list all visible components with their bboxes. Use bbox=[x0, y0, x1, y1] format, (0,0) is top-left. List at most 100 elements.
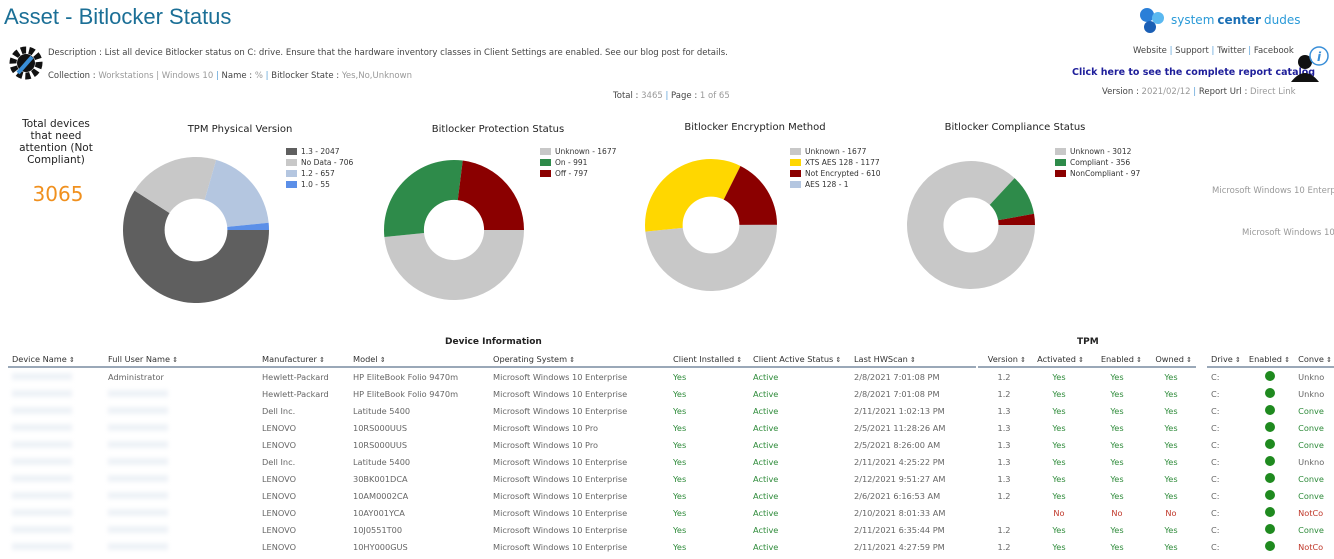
redacted-text bbox=[12, 423, 72, 431]
direct-link[interactable]: Direct Link bbox=[1250, 87, 1296, 97]
cell: C: bbox=[1211, 422, 1220, 433]
cell: Yes bbox=[1110, 439, 1124, 450]
cell: Yes bbox=[1052, 439, 1066, 450]
sort-icon[interactable]: ⇕ bbox=[170, 356, 179, 364]
logo[interactable]: system center dudes bbox=[1138, 6, 1300, 34]
twitter-link[interactable]: Twitter bbox=[1217, 46, 1246, 56]
redacted-text bbox=[108, 440, 168, 448]
column-header[interactable]: Version ⇕ bbox=[978, 352, 1030, 368]
legend-item: 1.0 - 55 bbox=[286, 179, 353, 190]
column-header[interactable]: Manufacturer ⇕ bbox=[258, 352, 349, 368]
legend-label: Unknown - 1677 bbox=[805, 147, 867, 156]
website-link[interactable]: Website bbox=[1133, 46, 1167, 56]
chart-title: Bitlocker Protection Status bbox=[431, 124, 565, 135]
cell: 10J0551T00 bbox=[353, 524, 403, 535]
cell bbox=[8, 453, 104, 470]
cell: C: bbox=[1211, 541, 1220, 552]
table-row: Hewlett-Packard HP EliteBook Folio 9470m M… bbox=[8, 385, 976, 402]
legend-label: XTS AES 128 - 1177 bbox=[805, 158, 880, 167]
redacted-text bbox=[108, 389, 168, 397]
redacted-text bbox=[12, 508, 72, 516]
sort-icon[interactable]: ⇕ bbox=[833, 356, 842, 364]
table-row: Dell Inc. Latitude 5400 Microsoft Windows … bbox=[8, 402, 976, 419]
redacted-text bbox=[12, 525, 72, 533]
sort-icon[interactable]: ⇕ bbox=[734, 356, 743, 364]
sort-icon[interactable]: ⇕ bbox=[316, 356, 325, 364]
facebook-link[interactable]: Facebook bbox=[1253, 46, 1294, 56]
cell bbox=[104, 419, 258, 436]
support-link[interactable]: Support bbox=[1175, 46, 1209, 56]
cell bbox=[8, 504, 104, 521]
sort-icon[interactable]: ⇕ bbox=[907, 356, 916, 364]
column-header[interactable]: Last HWScan ⇕ bbox=[850, 352, 976, 368]
legend-swatch bbox=[790, 170, 801, 177]
cell: 2/8/2021 7:01:08 PM bbox=[854, 371, 940, 382]
legend-label: Compliant - 356 bbox=[1070, 158, 1131, 167]
legend-label: Unknown - 3012 bbox=[1070, 147, 1132, 156]
cell bbox=[104, 521, 258, 538]
device-table: Device Name ⇕ Full User Name ⇕ Manufacture… bbox=[8, 352, 976, 555]
legend-swatch bbox=[790, 159, 801, 166]
legend-item: Compliant - 356 bbox=[1055, 157, 1140, 168]
pie-slice[interactable] bbox=[645, 225, 777, 291]
column-header[interactable]: Drive ⇕ bbox=[1207, 352, 1245, 368]
column-header[interactable]: Operating System ⇕ bbox=[489, 352, 669, 368]
cell bbox=[8, 436, 104, 453]
sort-icon[interactable]: ⇕ bbox=[1017, 356, 1026, 364]
donut-chart bbox=[645, 159, 777, 291]
column-header[interactable]: Full User Name ⇕ bbox=[104, 352, 258, 368]
drive-table: Drive ⇕ Enabled ⇕ Conve ⇕ C: Unkno C: Unkno C: C… bbox=[1207, 352, 1334, 555]
cell bbox=[1245, 453, 1294, 470]
cell: 10RS000UUS bbox=[353, 422, 408, 433]
sort-icon[interactable]: ⇕ bbox=[1282, 356, 1291, 364]
column-header[interactable]: Owned ⇕ bbox=[1146, 352, 1196, 368]
cell: Yes bbox=[673, 524, 687, 535]
legend-label: Off - 797 bbox=[555, 169, 588, 178]
cell: Microsoft Windows 10 Enterprise bbox=[493, 405, 628, 416]
cell: Yes bbox=[1164, 541, 1178, 552]
column-header[interactable]: Client Active Status ⇕ bbox=[749, 352, 850, 368]
column-header[interactable]: Device Name ⇕ bbox=[8, 352, 104, 368]
column-header[interactable]: Conve ⇕ bbox=[1294, 352, 1334, 368]
status-dot-icon bbox=[1264, 523, 1275, 534]
cell: Yes bbox=[1110, 473, 1124, 484]
cell: Yes bbox=[1052, 524, 1066, 535]
legend-label: 1.2 - 657 bbox=[301, 169, 335, 178]
redacted-text bbox=[108, 474, 168, 482]
sort-icon[interactable]: ⇕ bbox=[1075, 356, 1084, 364]
legend-item: Off - 797 bbox=[540, 168, 616, 179]
column-header[interactable]: Enabled ⇕ bbox=[1244, 352, 1295, 368]
column-header[interactable]: Client Installed ⇕ bbox=[669, 352, 749, 368]
cell bbox=[104, 385, 258, 402]
report-catalog-link[interactable]: Click here to see the complete report ca… bbox=[1072, 67, 1316, 78]
sort-icon[interactable]: ⇕ bbox=[66, 356, 75, 364]
sort-icon[interactable]: ⇕ bbox=[1323, 356, 1333, 364]
column-header[interactable]: Activated ⇕ bbox=[1030, 352, 1088, 368]
table-row: LENOVO 30BK001DCA Microsoft Windows 10 Ent… bbox=[8, 470, 976, 487]
column-header[interactable]: Model ⇕ bbox=[349, 352, 489, 368]
sort-icon[interactable]: ⇕ bbox=[567, 356, 576, 364]
cell: Active bbox=[753, 439, 779, 450]
sort-icon[interactable]: ⇕ bbox=[1133, 356, 1142, 364]
cell bbox=[8, 402, 104, 419]
cell: Yes bbox=[1110, 524, 1124, 535]
cell: Microsoft Windows 10 Enterprise bbox=[493, 541, 628, 552]
cell: LENOVO bbox=[262, 422, 297, 433]
table-row: 1.2 Yes Yes Yes bbox=[978, 521, 1196, 538]
sort-icon[interactable]: ⇕ bbox=[377, 356, 386, 364]
cell: Active bbox=[753, 405, 779, 416]
sort-icon[interactable]: ⇕ bbox=[1232, 356, 1241, 364]
group-tpm: TPM bbox=[1077, 337, 1099, 347]
pie-slice[interactable] bbox=[384, 230, 524, 300]
cell: Yes bbox=[1052, 456, 1066, 467]
sort-icon[interactable]: ⇕ bbox=[1183, 356, 1192, 364]
parameters: Collection : Workstations | Windows 10 |… bbox=[48, 71, 412, 81]
cell: Latitude 5400 bbox=[353, 405, 411, 416]
redacted-text bbox=[12, 389, 72, 397]
table-row: C: Conve bbox=[1207, 470, 1334, 487]
column-header[interactable]: Enabled ⇕ bbox=[1088, 352, 1146, 368]
status-dot-icon bbox=[1264, 370, 1275, 381]
cell: Microsoft Windows 10 Enterprise bbox=[493, 507, 628, 518]
user-info-icon: i bbox=[1291, 46, 1329, 82]
cell: Dell Inc. bbox=[262, 456, 296, 467]
